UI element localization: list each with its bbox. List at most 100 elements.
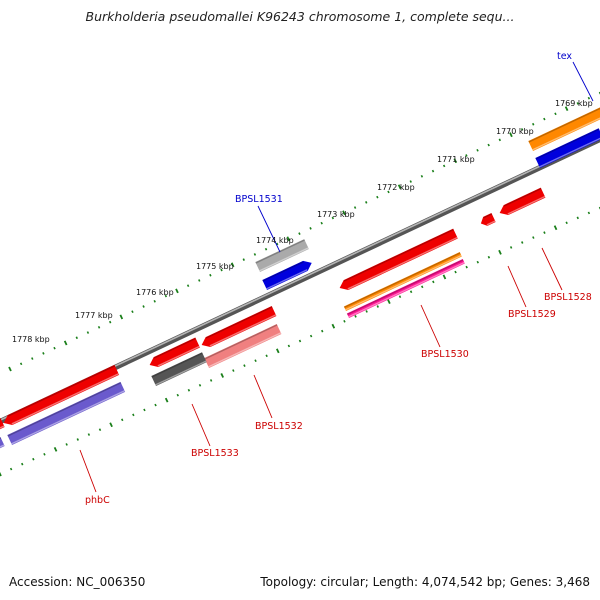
gene-label-bpsl1533[interactable]: BPSL1533 bbox=[191, 403, 239, 459]
feature-red-bpsl1533-body[interactable] bbox=[149, 337, 200, 368]
kbp-label: 1772 kbp bbox=[377, 183, 415, 192]
feature-red-bpsl1532-shade bbox=[205, 306, 273, 339]
gene-name[interactable]: phbC bbox=[85, 495, 110, 506]
tick-mark bbox=[8, 366, 12, 372]
gene-name[interactable]: BPSL1529 bbox=[508, 309, 556, 320]
tick-mark bbox=[253, 253, 257, 256]
tick-mark bbox=[275, 242, 279, 246]
tick-mark bbox=[309, 227, 312, 230]
gene-name[interactable]: BPSL1528 bbox=[544, 292, 592, 303]
feature-salmon-bpsl1532-shine bbox=[208, 332, 282, 368]
feature-red-bpsl1532[interactable] bbox=[201, 306, 277, 348]
tick-mark bbox=[397, 184, 402, 190]
feature-pink-bpsl1530-body[interactable] bbox=[346, 259, 465, 318]
feature-red-edge-body[interactable] bbox=[0, 417, 5, 433]
feature-blue-top[interactable] bbox=[535, 128, 600, 168]
feature-red-bpsl1533-shine bbox=[157, 345, 200, 367]
feature-gray-bpsl1531-shine bbox=[259, 247, 309, 272]
feature-orange-top-shade bbox=[528, 107, 600, 143]
gene-label-bpsl1528[interactable]: BPSL1528 bbox=[541, 247, 592, 303]
feature-pink-bpsl1530[interactable] bbox=[346, 259, 465, 318]
feature-red-bpsl1528-body[interactable] bbox=[499, 187, 546, 216]
feature-purple-phbc-body[interactable] bbox=[7, 381, 126, 445]
tick-mark bbox=[409, 180, 412, 183]
tick-mark bbox=[198, 383, 202, 387]
gene-name[interactable]: BPSL1533 bbox=[191, 448, 239, 459]
tick-mark bbox=[587, 211, 591, 215]
feature-red-bpsl1529-body[interactable] bbox=[480, 212, 496, 226]
outer-tick-ring bbox=[8, 91, 600, 372]
feature-orange-top-body[interactable] bbox=[528, 107, 600, 151]
feature-red-bpsl1528[interactable] bbox=[499, 187, 546, 216]
tick-mark bbox=[376, 195, 379, 199]
feature-purple-edge[interactable] bbox=[0, 436, 5, 452]
kbp-label: 1770 kbp bbox=[496, 127, 534, 136]
gene-label-bpsl1529[interactable]: BPSL1529 bbox=[507, 265, 556, 320]
tick-mark bbox=[565, 221, 568, 225]
tick-mark bbox=[175, 288, 179, 294]
tick-mark bbox=[465, 154, 468, 157]
tick-mark bbox=[164, 294, 168, 298]
feature-blue-bpsl1531[interactable] bbox=[262, 260, 312, 290]
feature-red-bpsl1529[interactable] bbox=[480, 212, 496, 226]
kbp-label: 1769 kbp bbox=[555, 99, 593, 108]
leader-line bbox=[420, 304, 441, 348]
kbp-label: 1775 kbp bbox=[196, 262, 234, 271]
tick-mark bbox=[331, 216, 335, 220]
feature-red-bpsl1530[interactable] bbox=[339, 228, 458, 291]
tick-mark bbox=[398, 295, 402, 299]
tick-mark bbox=[230, 262, 235, 268]
gene-name[interactable]: BPSL1531 bbox=[235, 194, 283, 205]
feature-red-bpsl1532-body[interactable] bbox=[201, 306, 277, 348]
leader-line bbox=[507, 265, 527, 308]
gene-label-bpsl1530[interactable]: BPSL1530 bbox=[420, 304, 469, 360]
gene-label-tex[interactable]: tex bbox=[557, 51, 594, 102]
feature-red-bpsl1530-body[interactable] bbox=[339, 228, 458, 291]
gene-label-bpsl1532[interactable]: BPSL1532 bbox=[253, 374, 303, 432]
tick-mark bbox=[576, 102, 579, 105]
gene-labels[interactable]: tex BPSL1531 BPSL1528 BPSL1529 BPSL1530 BPSL1… bbox=[79, 51, 594, 506]
feature-orange-bpsl1530-body[interactable] bbox=[343, 252, 462, 311]
feature-salmon-bpsl1532-body[interactable] bbox=[204, 324, 282, 368]
tick-mark bbox=[53, 346, 56, 350]
tick-mark bbox=[276, 348, 280, 354]
feature-red-edge-shine bbox=[0, 425, 5, 429]
feature-darkgray-bpsl1533[interactable] bbox=[151, 352, 207, 386]
feature-darkgray-bpsl1533-body[interactable] bbox=[151, 352, 207, 386]
gene-label-phbc[interactable]: phbC bbox=[79, 449, 110, 506]
feature-red-edge[interactable] bbox=[0, 417, 5, 433]
tick-mark bbox=[220, 268, 223, 272]
feature-gray-bpsl1531-body[interactable] bbox=[255, 239, 309, 272]
tick-mark bbox=[53, 446, 58, 452]
tick-mark bbox=[76, 438, 79, 441]
tick-mark bbox=[532, 122, 535, 126]
gene-name[interactable]: tex bbox=[557, 51, 572, 62]
feature-red-bpsl1533[interactable] bbox=[149, 337, 200, 368]
feature-orange-top[interactable] bbox=[528, 107, 600, 151]
gene-name[interactable]: BPSL1532 bbox=[255, 421, 303, 432]
feature-red-phbc-body[interactable] bbox=[3, 364, 120, 426]
feature-purple-phbc[interactable] bbox=[7, 381, 126, 445]
tick-mark bbox=[387, 190, 390, 194]
tick-mark bbox=[298, 232, 301, 235]
feature-blue-top-body[interactable] bbox=[535, 128, 600, 168]
tick-mark bbox=[465, 265, 468, 269]
feature-salmon-bpsl1532[interactable] bbox=[204, 324, 282, 368]
tick-mark bbox=[476, 148, 479, 152]
gene-label-bpsl1531[interactable]: BPSL1531 bbox=[235, 194, 283, 253]
feature-orange-bpsl1530[interactable] bbox=[343, 252, 462, 311]
feature-red-bpsl1529-shade bbox=[483, 213, 493, 219]
tick-mark bbox=[409, 290, 413, 294]
feature-blue-bpsl1531-body[interactable] bbox=[262, 260, 312, 290]
feature-red-phbc[interactable] bbox=[3, 364, 120, 426]
tick-mark bbox=[476, 260, 479, 264]
gene-name[interactable]: BPSL1530 bbox=[421, 349, 469, 360]
tick-mark bbox=[232, 369, 235, 372]
feature-red-bpsl1532-shine bbox=[209, 314, 277, 347]
kbp-label: 1774 kbp bbox=[256, 236, 294, 245]
tick-mark bbox=[98, 428, 102, 432]
tick-mark bbox=[543, 117, 546, 121]
tick-mark bbox=[487, 143, 490, 147]
feature-purple-edge-body[interactable] bbox=[0, 436, 5, 452]
